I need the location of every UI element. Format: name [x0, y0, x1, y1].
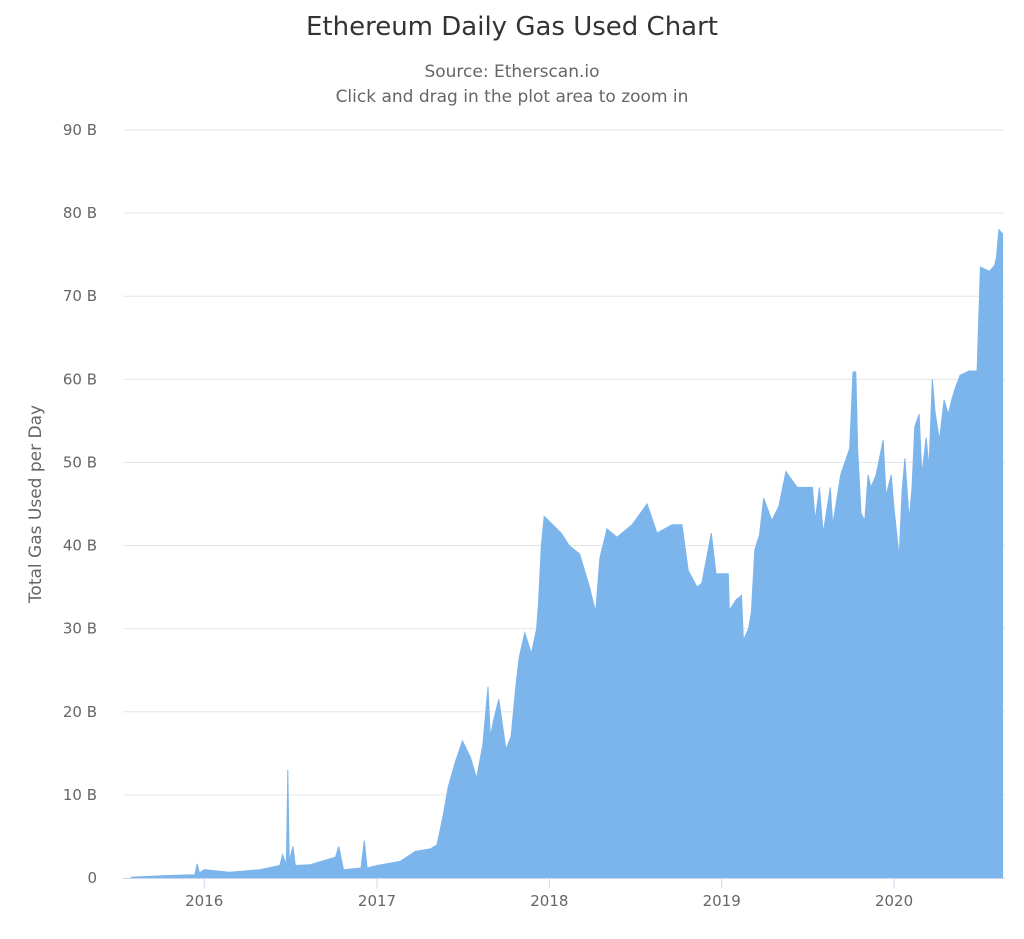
y-tick-label: 80 B [63, 204, 97, 222]
y-tick-label: 20 B [63, 703, 97, 721]
y-tick-label: 70 B [63, 287, 97, 305]
x-tick-label: 2019 [703, 892, 741, 910]
y-tick-label: 10 B [63, 786, 97, 804]
gas-used-area-series [130, 228, 1004, 879]
y-axis-label: Total Gas Used per Day [26, 405, 46, 604]
y-tick-label: 30 B [63, 620, 97, 638]
y-tick-label: 60 B [63, 370, 97, 388]
chart-subtitle-zoom-hint: Click and drag in the plot area to zoom … [335, 87, 689, 107]
x-tick-label: 2017 [358, 892, 396, 910]
y-tick-label: 40 B [63, 537, 97, 555]
x-tick-label: 2016 [185, 892, 223, 910]
y-tick-label: 90 B [63, 121, 97, 139]
y-tick-label: 0 [87, 869, 97, 887]
chart-title: Ethereum Daily Gas Used Chart [305, 12, 718, 42]
chart-subtitle-source: Source: Etherscan.io [424, 62, 600, 82]
x-tick-label: 2020 [875, 892, 913, 910]
y-tick-label: 50 B [63, 453, 97, 471]
x-tick-label: 2018 [530, 892, 568, 910]
